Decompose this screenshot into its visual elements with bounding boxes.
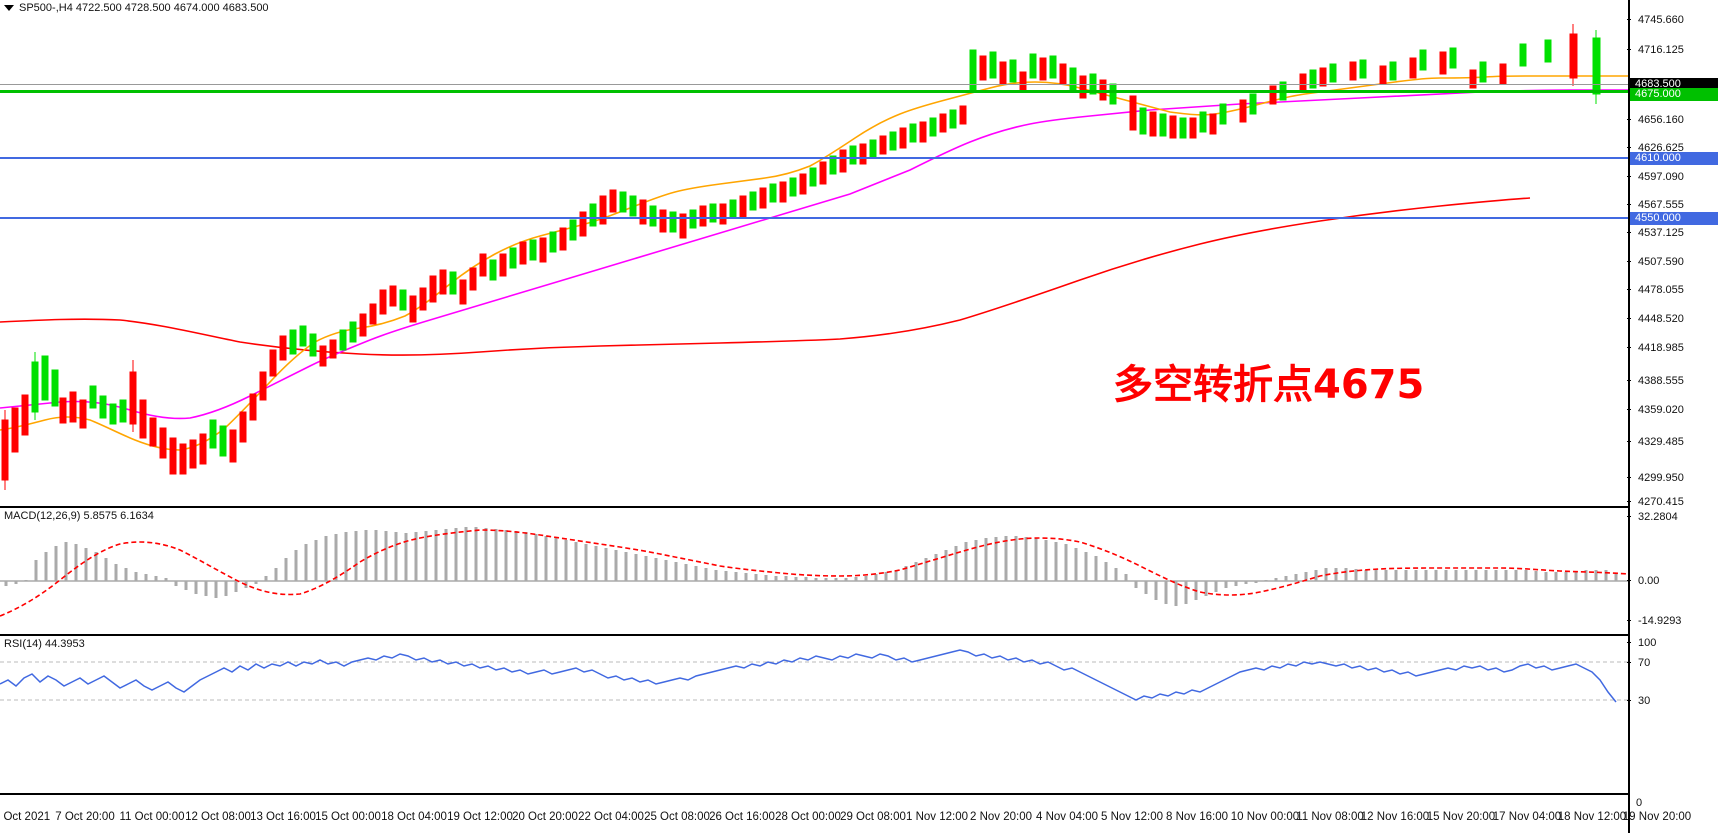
- axis-tick: 4716.125: [1627, 45, 1718, 56]
- time-label: 28 Oct 00:00: [775, 811, 841, 823]
- time-label: 8 Nov 16:00: [1165, 811, 1229, 823]
- time-label: 7 Oct 20:00: [55, 811, 115, 823]
- axis-tick: 4418.985: [1627, 343, 1718, 354]
- axis-tick: 100: [1627, 638, 1718, 649]
- price-pane[interactable]: SP500-,H4 4722.500 4728.500 4674.000 468…: [0, 0, 1628, 508]
- level-line-4610[interactable]: [0, 157, 1628, 159]
- time-label: 25 Oct 08:00: [644, 811, 710, 823]
- time-label: 2 Nov 20:00: [969, 811, 1033, 823]
- time-label: 26 Oct 16:00: [709, 811, 775, 823]
- axis-tick: 0.00: [1627, 576, 1718, 587]
- axis-corner-value: 0: [1628, 795, 1718, 833]
- time-label: 12 Oct 08:00: [185, 811, 251, 823]
- time-label: 5 Nov 12:00: [1100, 811, 1164, 823]
- time-label: 13 Oct 16:00: [250, 811, 316, 823]
- axis-tick: -14.9293: [1627, 616, 1718, 627]
- axis-tick: 32.2804: [1627, 512, 1718, 523]
- price-series-svg: [0, 24, 1628, 490]
- axis-tick: 4388.555: [1627, 376, 1718, 387]
- axis-tick: 4745.660: [1627, 15, 1718, 26]
- axis-tick: 70: [1627, 658, 1718, 669]
- axis-tick: 4507.590: [1627, 257, 1718, 268]
- time-label: 11 Nov 08:00: [1296, 811, 1364, 823]
- level-line-4675[interactable]: [0, 90, 1628, 93]
- macd-histogram: [4, 527, 1618, 606]
- time-label: 19 Oct 12:00: [447, 811, 513, 823]
- time-label: 22 Oct 04:00: [578, 811, 644, 823]
- time-label: 15 Oct 00:00: [315, 811, 381, 823]
- axis-tick: 4537.125: [1627, 228, 1718, 239]
- axis-tick: 30: [1627, 696, 1718, 707]
- time-label: 15 Nov 20:00: [1426, 811, 1496, 823]
- ma-fast-orange-line: [0, 75, 1628, 451]
- time-label: 12 Nov 16:00: [1360, 811, 1430, 823]
- time-label: 6 Oct 2021: [0, 811, 51, 823]
- level-line-4550[interactable]: [0, 217, 1628, 219]
- macd-series-svg: [0, 527, 1628, 617]
- macd-signal-line: [0, 529, 1628, 617]
- time-label: 18 Nov 12:00: [1557, 811, 1627, 823]
- axis-tick: 4359.020: [1627, 405, 1718, 416]
- axis-tick: 4567.555: [1627, 200, 1718, 211]
- current-price-line: [0, 84, 1628, 85]
- chevron-down-icon[interactable]: [4, 5, 14, 11]
- level-badge-4610[interactable]: 4610.000: [1630, 152, 1718, 165]
- time-label: 1 Nov 12:00: [905, 811, 969, 823]
- level-badge-4550[interactable]: 4550.000: [1630, 212, 1718, 225]
- chart-annotation-text: 多空转折点4675: [1113, 362, 1425, 408]
- time-label: 18 Oct 04:00: [381, 811, 447, 823]
- rsi-series-svg: [0, 649, 1628, 703]
- level-badge-4675[interactable]: 4675.000: [1630, 88, 1718, 101]
- rsi-line: [0, 649, 1617, 703]
- time-axis[interactable]: 6 Oct 2021 7 Oct 20:00 11 Oct 00:00 12 O…: [0, 795, 1691, 833]
- time-label: 19 Nov 20:00: [1622, 811, 1692, 823]
- price-axis[interactable]: 4745.660 4716.125 4656.160 4626.625 4597…: [1627, 0, 1718, 795]
- time-label: 17 Nov 04:00: [1492, 811, 1562, 823]
- ma-slow-red-line: [0, 197, 1531, 356]
- time-label: 4 Nov 04:00: [1035, 811, 1099, 823]
- current-price-badge: 4683.500: [1630, 78, 1718, 91]
- macd-pane[interactable]: MACD(12,26,9) 5.8575 6.1634: [0, 508, 1628, 636]
- time-label: 11 Oct 00:00: [119, 811, 185, 823]
- time-label: 10 Nov 00:00: [1230, 811, 1300, 823]
- axis-tick: 4656.160: [1627, 115, 1718, 126]
- rsi-pane-label: RSI(14) 44.3953: [4, 638, 85, 650]
- macd-pane-label: MACD(12,26,9) 5.8575 6.1634: [4, 510, 154, 522]
- axis-tick: 4299.950: [1627, 473, 1718, 484]
- axis-tick: 4448.520: [1627, 314, 1718, 325]
- axis-tick: 4270.415: [1627, 497, 1718, 508]
- time-label: 29 Oct 08:00: [840, 811, 906, 823]
- time-label: 20 Oct 20:00: [512, 811, 578, 823]
- axis-tick: 4329.485: [1627, 437, 1718, 448]
- rsi-pane[interactable]: RSI(14) 44.3953: [0, 636, 1628, 795]
- candlestick-series: [1, 24, 1601, 490]
- axis-tick: 4478.055: [1627, 285, 1718, 296]
- axis-tick: 4597.090: [1627, 172, 1718, 183]
- chart-symbol-ohlc: SP500-,H4 4722.500 4728.500 4674.000 468…: [19, 2, 269, 14]
- axis-tick: 4626.625: [1627, 143, 1718, 154]
- chart-header: SP500-,H4 4722.500 4728.500 4674.000 468…: [0, 2, 269, 14]
